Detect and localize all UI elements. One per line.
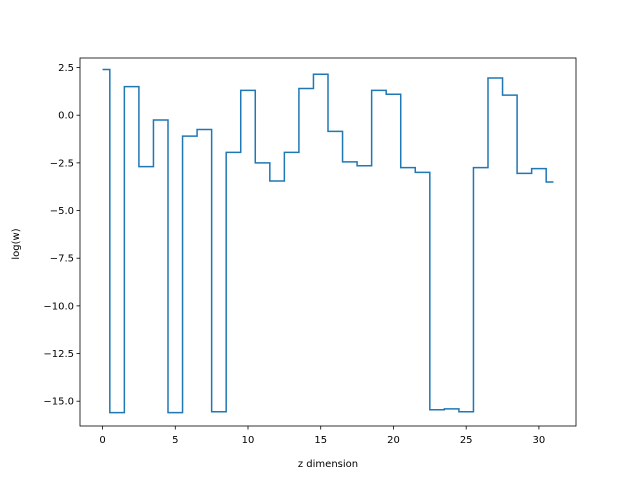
x-tick-label: 30 xyxy=(533,435,546,446)
x-tick-label: 15 xyxy=(314,435,327,446)
y-tick-label: −15.0 xyxy=(43,397,74,408)
x-tick-label: 25 xyxy=(460,435,473,446)
x-axis-ticks: 0 5 10 15 20 25 30 xyxy=(99,426,545,446)
plot-area xyxy=(79,57,577,427)
y-tick-label: 0.0 xyxy=(58,111,74,122)
y-tick-label: −7.5 xyxy=(50,254,74,265)
y-tick-label: −2.5 xyxy=(50,158,74,169)
x-tick-label: 5 xyxy=(172,435,178,446)
x-tick-label: 20 xyxy=(387,435,400,446)
x-tick-label: 10 xyxy=(242,435,255,446)
y-axis-label: log(w) xyxy=(11,228,22,259)
y-tick-label: −12.5 xyxy=(43,349,74,360)
y-axis-ticks: 2.5 0.0 −2.5 −5.0 −7.5 −10.0 −12.5 −15.0 xyxy=(43,63,80,408)
y-tick-label: −5.0 xyxy=(50,206,74,217)
x-axis-label: z dimension xyxy=(298,459,358,470)
series-line-0 xyxy=(102,68,554,414)
y-tick-label: 2.5 xyxy=(58,63,74,74)
axes-frame xyxy=(79,57,577,427)
y-tick-label: −10.0 xyxy=(43,301,74,312)
x-tick-label: 0 xyxy=(99,435,105,446)
